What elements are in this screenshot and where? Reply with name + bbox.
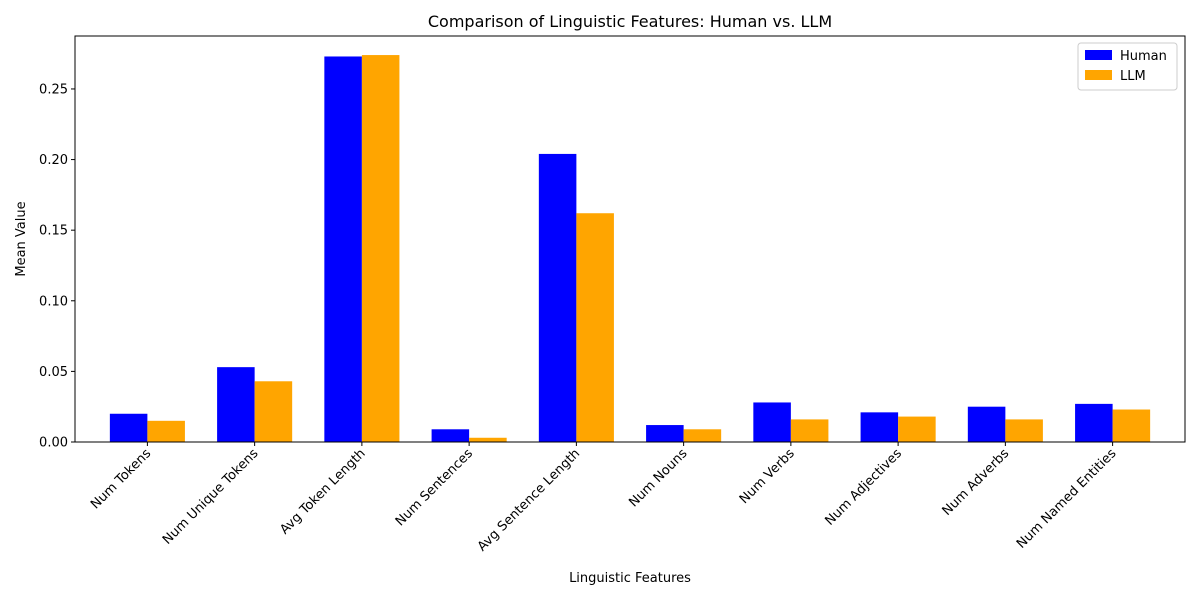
y-tick-label: 0.00 bbox=[39, 436, 68, 451]
y-tick-label: 0.25 bbox=[39, 82, 68, 97]
bar-human-2 bbox=[217, 367, 255, 442]
x-axis-label: Linguistic Features bbox=[569, 571, 691, 586]
y-tick-label: 0.10 bbox=[39, 294, 68, 309]
x-tick-label: Num Adverbs bbox=[940, 446, 1013, 519]
x-tick-label: Avg Token Length bbox=[277, 446, 368, 537]
bar-llm-3 bbox=[361, 55, 400, 443]
legend: Human LLM bbox=[1077, 42, 1178, 91]
y-axis-label: Mean Value bbox=[14, 201, 29, 276]
bar-llm-2 bbox=[254, 381, 293, 442]
y-tick-label: 0.05 bbox=[39, 365, 68, 380]
x-tick-label: Num Tokens bbox=[88, 446, 154, 512]
x-tick-label: Avg Sentence Length bbox=[475, 446, 583, 554]
bar-llm-6 bbox=[683, 429, 722, 442]
bar-llm-10 bbox=[1112, 409, 1151, 442]
bar-human-10 bbox=[1075, 403, 1113, 442]
x-tick-label: Num Adjectives bbox=[822, 446, 905, 529]
legend-swatch-human bbox=[1085, 50, 1112, 60]
x-tick-label: Num Named Entities bbox=[1014, 446, 1120, 552]
bar-llm-1 bbox=[147, 420, 185, 442]
y-tick-label: 0.15 bbox=[39, 224, 68, 239]
y-tick-label: 0.20 bbox=[39, 153, 68, 168]
chart-title: Comparison of Linguistic Features: Human… bbox=[428, 12, 832, 31]
legend-swatch-llm bbox=[1085, 70, 1112, 80]
x-axis: Num Tokens Num Unique Tokens Avg Token Len… bbox=[88, 442, 1120, 555]
x-tick-label: Num Verbs bbox=[737, 446, 798, 507]
bar-llm-7 bbox=[790, 419, 829, 442]
x-tick-label: Num Sentences bbox=[393, 446, 476, 529]
bar-llm-4 bbox=[469, 437, 507, 442]
bar-human-3 bbox=[324, 56, 362, 442]
bar-human-9 bbox=[967, 406, 1006, 442]
x-tick-label: Num Unique Tokens bbox=[160, 446, 262, 548]
y-axis: 0.00 0.05 0.10 0.15 0.20 0.25 bbox=[39, 82, 75, 451]
bar-llm-5 bbox=[576, 213, 614, 442]
bar-llm-8 bbox=[898, 416, 936, 442]
bar-human-7 bbox=[753, 402, 791, 442]
x-tick-label: Num Nouns bbox=[626, 446, 690, 510]
bar-human-5 bbox=[538, 153, 577, 443]
bar-human-4 bbox=[431, 429, 470, 442]
bar-llm-9 bbox=[1005, 419, 1043, 442]
legend-label-human: Human bbox=[1120, 49, 1167, 64]
bar-human-1 bbox=[109, 413, 148, 442]
plot-frame bbox=[74, 35, 1186, 443]
plot-area bbox=[74, 35, 1186, 443]
legend-label-llm: LLM bbox=[1120, 69, 1146, 84]
bar-human-6 bbox=[646, 425, 684, 442]
bar-human-8 bbox=[860, 412, 899, 442]
